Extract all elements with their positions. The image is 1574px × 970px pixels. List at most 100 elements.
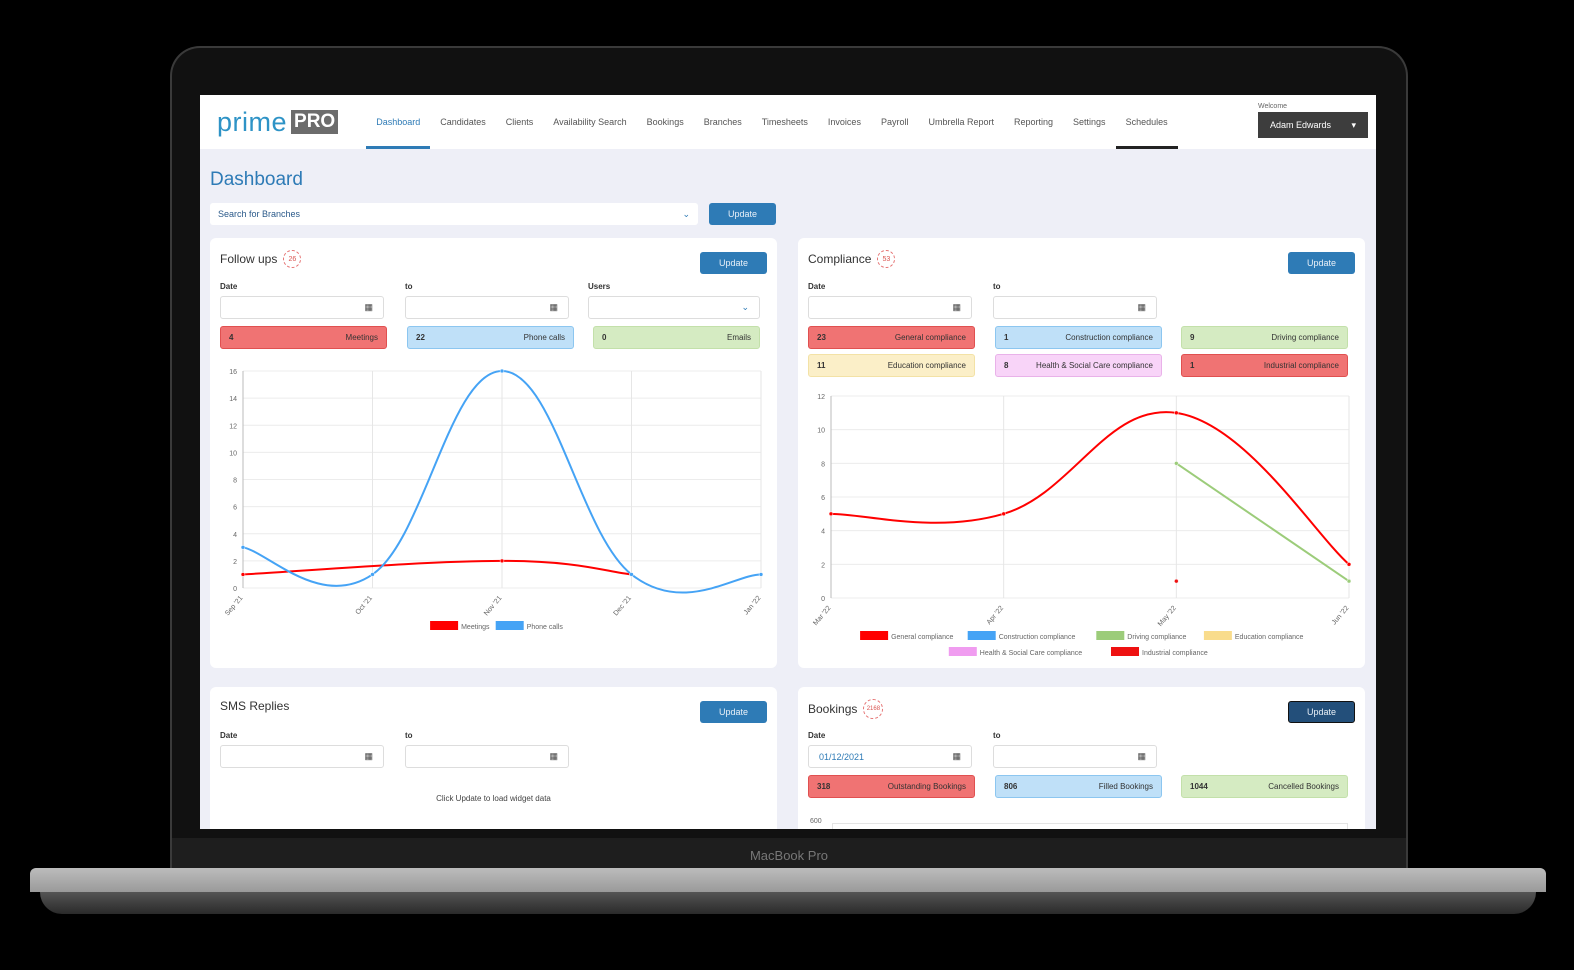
stat-label: Filled Bookings [1098,782,1153,791]
stat-meetings: 4 Meetings [220,326,387,349]
bookings-card: Bookings 2168 Update Date to 01/12/2021 ▦… [798,687,1365,829]
stat-value: 22 [416,333,425,342]
bookings-chart-area [832,823,1348,829]
svg-text:Oct '21: Oct '21 [355,595,375,616]
svg-text:8: 8 [233,478,237,485]
svg-text:14: 14 [229,396,237,403]
svg-text:Phone calls: Phone calls [527,624,564,631]
svg-text:Dec '21: Dec '21 [613,595,634,618]
laptop-base [30,868,1546,892]
users-select[interactable]: ⌄ [588,296,760,319]
follow-ups-line-chart: 0 2 4 6 8 10 12 14 16 Sep '21 Oct '21 Nov '21 Dec '2… [224,368,764,631]
stat-label: Construction compliance [1065,333,1153,342]
stat-health-social-care-compliance: 8 Health & Social Care compliance [995,354,1162,377]
stat-label: Phone calls [523,333,565,342]
bookings-date-from[interactable]: 01/12/2021 ▦ [808,745,972,768]
nav-bookings[interactable]: Bookings [646,117,684,127]
svg-text:10: 10 [817,428,825,435]
compliance-card: Compliance 53 Update Date to ▦ ▦ 23 Gener… [798,238,1365,668]
calendar-icon[interactable]: ▦ [364,302,373,312]
bookings-chart-ytick: 600 [810,818,822,825]
compliance-count-badge: 53 [877,250,896,268]
stat-value: 8 [1004,361,1009,370]
users-label: Users [588,282,611,291]
to-label: to [405,731,413,740]
card-title: Follow ups 26 [220,250,302,268]
compliance-line-chart: 0 2 4 6 8 10 12 Mar '22 Apr '22 May '22 Jun '22 Gen… [812,394,1352,657]
to-label: to [993,731,1001,740]
calendar-icon[interactable]: ▦ [1137,302,1146,312]
stat-outstanding-bookings: 318 Outstanding Bookings [808,775,975,798]
svg-text:4: 4 [821,529,825,536]
stat-value: 0 [602,333,607,342]
stat-value: 1044 [1190,782,1208,791]
svg-text:Health & Social Care complianc: Health & Social Care compliance [980,650,1082,657]
compliance-date-from[interactable]: ▦ [808,296,972,319]
nav-umbrella-report[interactable]: Umbrella Report [928,117,994,127]
calendar-icon[interactable]: ▦ [1137,751,1146,761]
bookings-date-to[interactable]: ▦ [993,745,1157,768]
nav-candidates[interactable]: Candidates [440,117,486,127]
nav-clients[interactable]: Clients [505,117,534,127]
user-menu-button[interactable]: Adam Edwards ▾ [1258,112,1368,138]
nav-reporting[interactable]: Reporting [1014,117,1054,127]
nav-branches[interactable]: Branches [703,117,742,127]
stat-label: Outstanding Bookings [887,782,966,791]
compliance-update-button[interactable]: Update [1288,252,1355,274]
svg-text:10: 10 [229,450,237,457]
stat-label: Education compliance [887,361,966,370]
stat-value: 318 [817,782,831,791]
svg-text:Industrial compliance: Industrial compliance [1142,650,1208,657]
chevron-down-icon: ⌄ [682,208,690,219]
page-title: Dashboard [210,169,303,190]
stat-label: General compliance [894,333,966,342]
branch-search-select[interactable]: Search for Branches ⌄ [210,203,698,225]
follow-ups-update-button[interactable]: Update [700,252,767,274]
sms-empty-message: Click Update to load widget data [436,794,551,803]
nav-invoices[interactable]: Invoices [827,117,861,127]
follow-ups-date-from[interactable]: ▦ [220,296,384,319]
date-label: Date [808,282,826,291]
caret-down-icon: ▾ [1351,119,1356,130]
logo[interactable]: prime PRO [217,107,339,138]
svg-text:6: 6 [233,505,237,512]
calendar-icon[interactable]: ▦ [549,302,558,312]
sms-replies-update-button[interactable]: Update [700,701,767,723]
calendar-icon[interactable]: ▦ [364,751,373,761]
nav-dashboard[interactable]: Dashboard [366,95,431,149]
nav-settings[interactable]: Settings [1073,117,1106,127]
laptop-base-bottom [40,892,1536,914]
svg-text:Nov '21: Nov '21 [483,595,504,618]
stat-driving-compliance: 9 Driving compliance [1181,326,1348,349]
svg-text:Jun '22: Jun '22 [1331,605,1351,627]
calendar-icon[interactable]: ▦ [952,751,961,761]
follow-ups-count-badge: 26 [283,250,302,268]
nav-availability-search[interactable]: Availability Search [553,117,627,127]
follow-ups-date-to[interactable]: ▦ [405,296,569,319]
bookings-update-button[interactable]: Update [1288,701,1355,723]
follow-ups-card: Follow ups 26 Update Date to Users ▦ ▦ ⌄… [210,238,777,668]
stat-general-compliance: 23 General compliance [808,326,975,349]
svg-text:Apr '22: Apr '22 [986,605,1006,626]
nav-schedules[interactable]: Schedules [1115,95,1178,149]
svg-text:Sep '21: Sep '21 [224,595,245,618]
svg-text:2: 2 [233,559,237,566]
stat-label: Emails [726,333,751,342]
sms-date-to[interactable]: ▦ [405,745,569,768]
calendar-icon[interactable]: ▦ [549,751,558,761]
stat-value: 1 [1190,361,1195,370]
logo-pro: PRO [291,110,339,134]
card-title: SMS Replies [220,699,289,713]
date-value: 01/12/2021 [819,751,865,762]
app-screen: prime PRO Dashboard Candidates Clients A… [200,95,1376,829]
calendar-icon[interactable]: ▦ [952,302,961,312]
branch-update-button[interactable]: Update [709,203,776,225]
compliance-date-to[interactable]: ▦ [993,296,1157,319]
svg-text:16: 16 [229,369,237,376]
stat-label: Meetings [345,333,378,342]
sms-date-from[interactable]: ▦ [220,745,384,768]
device-label: MacBook Pro [749,848,829,863]
nav-timesheets[interactable]: Timesheets [761,117,808,127]
user-area: Welcome Adam Edwards ▾ [1258,103,1368,138]
nav-payroll[interactable]: Payroll [880,117,909,127]
